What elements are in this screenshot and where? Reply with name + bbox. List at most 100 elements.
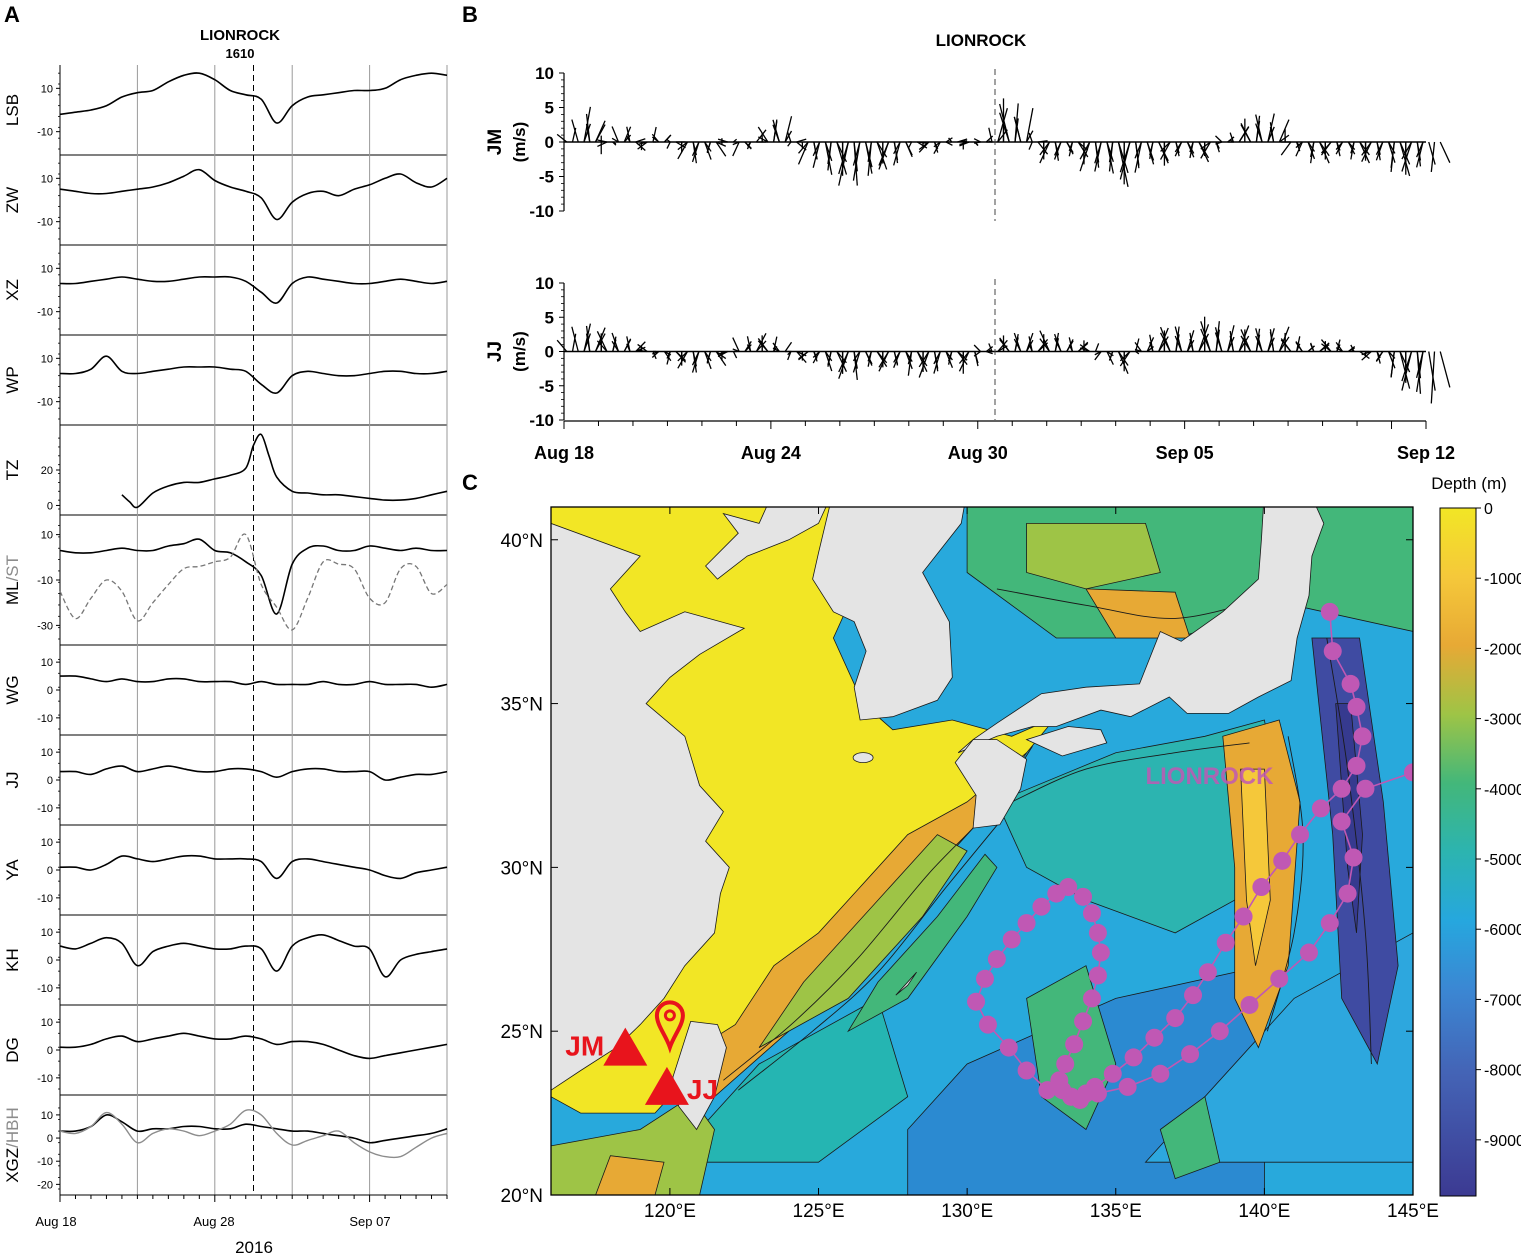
typhoon-track-point <box>1198 963 1217 982</box>
wind-stick <box>836 141 848 175</box>
wind-stick <box>1119 351 1131 362</box>
wind-stick <box>1189 141 1194 159</box>
panel-a-bottom-axis <box>59 1194 448 1202</box>
wind-stick <box>1307 141 1316 160</box>
wind-stick <box>1335 141 1344 151</box>
wind-stick <box>1200 141 1211 159</box>
colorbar-tick-label: 0 <box>1484 501 1493 518</box>
wind-stick <box>973 350 981 357</box>
wind-stick <box>1350 348 1355 353</box>
panel-b-title: LIONROCK <box>936 31 1027 50</box>
wind-stick <box>999 112 1010 143</box>
map-lon-label: 140°E <box>1238 1201 1290 1222</box>
typhoon-track-point <box>1347 697 1366 716</box>
panel-a-row-jj: 10 0 -10 JJ <box>3 735 448 826</box>
colorbar-tick-label: -6000 <box>1484 922 1521 939</box>
wind-stick <box>1439 141 1451 163</box>
wind-stick <box>893 351 901 363</box>
panel-b-ylabel: JJ <box>485 341 506 362</box>
depth-contour-line <box>738 817 1004 1091</box>
panel-a-series-line-jj <box>59 765 448 781</box>
typhoon-track-point <box>1273 851 1292 870</box>
wind-stick <box>612 141 617 145</box>
wind-stick <box>1135 350 1140 355</box>
typhoon-track-point <box>1234 907 1253 926</box>
land-honshu <box>957 507 1325 754</box>
typhoon-track-point <box>1038 1081 1057 1100</box>
wind-stick <box>1025 108 1034 143</box>
wind-stick <box>907 141 913 149</box>
wind-stick <box>651 133 660 143</box>
panel-b-xtick-label: Aug 24 <box>741 443 801 463</box>
land-korea <box>812 507 965 721</box>
wind-stick <box>1037 338 1049 352</box>
panel-b-xtick-label: Aug 18 <box>534 443 594 463</box>
wind-stick <box>732 348 740 353</box>
wind-stick <box>958 351 970 364</box>
wind-stick <box>746 141 752 147</box>
panel-a-ytick-label: -10 <box>37 983 53 995</box>
wind-stick <box>1037 141 1049 155</box>
wind-stick <box>838 141 849 186</box>
wind-stick <box>1430 351 1436 404</box>
map-lon-label: 135°E <box>1090 1201 1142 1222</box>
typhoon-track-point <box>1124 1048 1143 1067</box>
wind-stick <box>787 141 792 147</box>
wind-stick <box>715 141 727 157</box>
colorbar-tick-label: -7000 <box>1484 992 1521 1009</box>
wind-stick <box>1108 351 1114 361</box>
wind-stick <box>1439 351 1451 388</box>
panel-a-ytick-label: 20 <box>41 465 53 477</box>
typhoon-track-point <box>1091 943 1110 962</box>
wind-stick <box>626 135 631 143</box>
typhoon-track-point <box>1356 779 1375 798</box>
panel-a-series-line-lsb <box>59 72 448 124</box>
panel-a-ytick-label: 10 <box>41 1110 53 1122</box>
wind-stick <box>757 338 769 352</box>
panel-letter-a: A <box>4 2 20 27</box>
panel-a-row-tz: 20 0 TZ <box>3 425 448 516</box>
wind-stick <box>706 141 712 153</box>
panel-a-series-line-wp <box>59 355 448 394</box>
typhoon-track-point <box>1291 825 1310 844</box>
depth-contour-line <box>1266 736 1304 1032</box>
wind-stick <box>933 141 939 153</box>
wind-stick <box>1269 126 1275 143</box>
wind-stick <box>878 141 890 170</box>
panel-a-series-line-dg <box>59 1032 448 1060</box>
station-jj-marker <box>644 1066 689 1105</box>
row-label-secondary: /HBH <box>3 1107 22 1148</box>
izu-arc-crest <box>1240 768 1271 966</box>
wind-stick <box>611 332 620 352</box>
wind-stick <box>1416 351 1422 394</box>
wind-stick <box>666 139 671 143</box>
typhoon-track-point <box>1332 812 1351 831</box>
panel-a-ytick-label: -20 <box>37 1179 53 1191</box>
wind-stick <box>571 333 577 352</box>
okinawa-trough <box>758 834 968 1048</box>
wind-stick <box>947 351 953 365</box>
wind-stick <box>1255 334 1261 352</box>
wind-stick <box>1320 339 1332 352</box>
wind-stick <box>1335 347 1343 353</box>
map-lat-label: 20°N <box>501 1186 543 1207</box>
wind-stick <box>675 141 686 149</box>
map-lon-label: 145°E <box>1387 1201 1439 1222</box>
wind-stick <box>571 326 579 352</box>
panel-b-ylabel: JM <box>485 129 506 155</box>
wind-stick <box>988 343 993 352</box>
wind-stick <box>1361 141 1372 162</box>
colorbar-title: Depth (m) <box>1431 474 1507 493</box>
wind-stick <box>1428 141 1436 165</box>
wind-stick <box>1189 332 1194 352</box>
typhoon-track-point <box>1344 848 1363 867</box>
typhoon-track-point <box>978 1015 997 1034</box>
wind-stick <box>594 124 606 143</box>
wind-stick <box>1214 327 1223 352</box>
typhoon-track-point <box>975 969 994 988</box>
typhoon-track-point <box>1184 986 1203 1005</box>
wind-stick <box>916 141 928 149</box>
oki-daito-rise <box>1159 1096 1221 1180</box>
wind-stick <box>1309 141 1315 164</box>
wind-stick <box>933 351 941 365</box>
